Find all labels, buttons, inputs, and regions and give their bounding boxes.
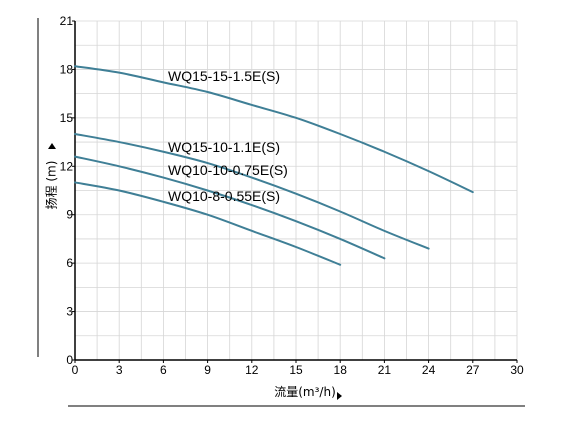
x-axis-arrow-icon bbox=[337, 392, 342, 400]
x-tick-label: 6 bbox=[160, 363, 167, 377]
series-line bbox=[74, 181, 342, 266]
y-axis-arrow-icon bbox=[48, 143, 56, 149]
x-tick-label: 30 bbox=[510, 363, 524, 377]
x-tick-label: 27 bbox=[466, 363, 480, 377]
grid bbox=[74, 20, 518, 361]
x-tick-label: 21 bbox=[378, 363, 392, 377]
x-tick-label: 15 bbox=[289, 363, 303, 377]
y-tick-label: 15 bbox=[60, 111, 74, 125]
series-labels: WQ15-15-1.5E(S) WQ15-10-1.1E(S) WQ10-10-0.… bbox=[168, 68, 288, 204]
series-line bbox=[74, 133, 430, 250]
y-axis-title: 扬程 (m) bbox=[44, 161, 59, 210]
axes bbox=[72, 20, 518, 363]
x-tick-label: 3 bbox=[116, 363, 123, 377]
y-tick-label: 6 bbox=[66, 256, 73, 270]
y-tick-label: 18 bbox=[60, 62, 74, 76]
y-tick-label: 9 bbox=[66, 208, 73, 222]
x-tick-label: 9 bbox=[204, 363, 211, 377]
series-line bbox=[74, 155, 386, 260]
y-tick-label: 3 bbox=[66, 305, 73, 319]
series-lines bbox=[74, 65, 474, 266]
series-label: WQ10-10-0.75E(S) bbox=[168, 162, 288, 178]
series-line bbox=[74, 65, 474, 194]
series-label: WQ10-8-0.55E(S) bbox=[168, 188, 280, 204]
y-tick-label: 21 bbox=[60, 14, 74, 28]
x-axis-title: 流量(m³/h) bbox=[274, 385, 336, 399]
tick-labels: 0 3 6 9 12 15 18 21 24 27 30 0 3 6 9 12 15 18 21 bbox=[60, 14, 524, 377]
series-label: WQ15-15-1.5E(S) bbox=[168, 68, 280, 84]
y-tick-label: 0 bbox=[66, 353, 73, 367]
x-tick-label: 18 bbox=[334, 363, 348, 377]
x-tick-label: 24 bbox=[422, 363, 436, 377]
y-tick-label: 12 bbox=[60, 159, 74, 173]
x-tick-label: 12 bbox=[245, 363, 259, 377]
x-tick-label: 0 bbox=[72, 363, 79, 377]
series-label: WQ15-10-1.1E(S) bbox=[168, 139, 280, 155]
